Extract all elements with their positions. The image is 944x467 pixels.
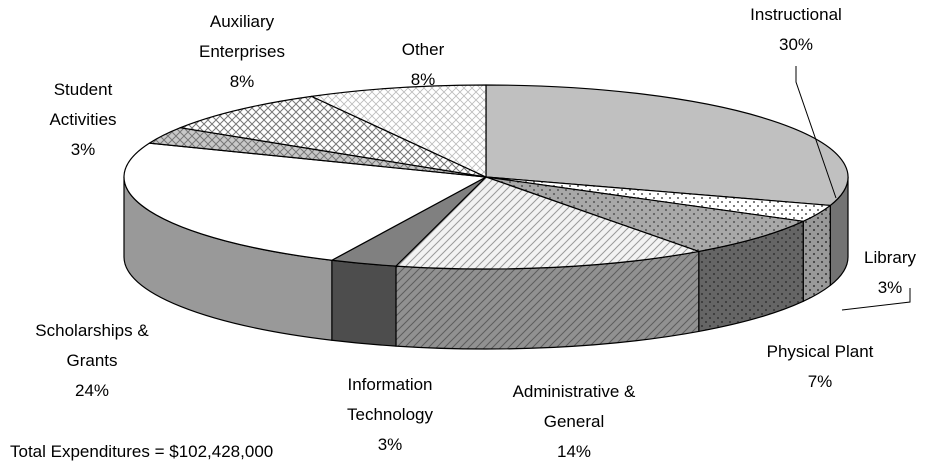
category-label: Information Technology [346, 375, 433, 424]
category-label: Instructional [750, 5, 842, 24]
value-label: 3% [377, 435, 403, 454]
slice-side [331, 259, 397, 347]
value-label: 8% [229, 72, 255, 91]
value-label: 30% [778, 35, 814, 54]
slice-label: Auxiliary Enterprises 8% [185, 7, 300, 97]
slice-label: Instructional 30% [716, 0, 876, 60]
leader-line [841, 288, 911, 311]
slice [395, 176, 700, 270]
slice-label: Scholarships & Grants 24% [30, 316, 155, 406]
value-label: 24% [74, 381, 110, 400]
category-label: Scholarships & Grants [35, 321, 149, 370]
pie-tops [123, 84, 849, 270]
leader-lines [795, 66, 911, 311]
category-label: Student Activities [49, 80, 117, 129]
value-label: 8% [410, 70, 436, 89]
category-label: Administrative & General [512, 382, 636, 431]
slice-label: Physical Plant 7% [720, 337, 920, 397]
category-label: Library [864, 248, 916, 267]
slice [179, 95, 487, 178]
slice [123, 142, 487, 261]
category-label: Physical Plant [766, 342, 874, 361]
leader-line [795, 66, 837, 199]
slice-label: Student Activities 3% [36, 75, 131, 165]
total-note: Total Expenditures = $102,428,000 [10, 442, 274, 461]
slice [311, 84, 487, 178]
slice [485, 84, 849, 207]
slice-label: Library 3% [850, 243, 930, 303]
slice-label: Information Technology 3% [328, 370, 453, 460]
value-label: 3% [70, 140, 96, 159]
value-label: 14% [556, 442, 592, 461]
value-label: 3% [877, 278, 903, 297]
category-label: Other [401, 40, 445, 59]
slice-label: Administrative & General 14% [487, 377, 662, 467]
category-label: Auxiliary Enterprises [199, 12, 285, 61]
value-label: 7% [807, 372, 833, 391]
slice [485, 176, 804, 253]
slice-label: Other 8% [383, 35, 463, 95]
